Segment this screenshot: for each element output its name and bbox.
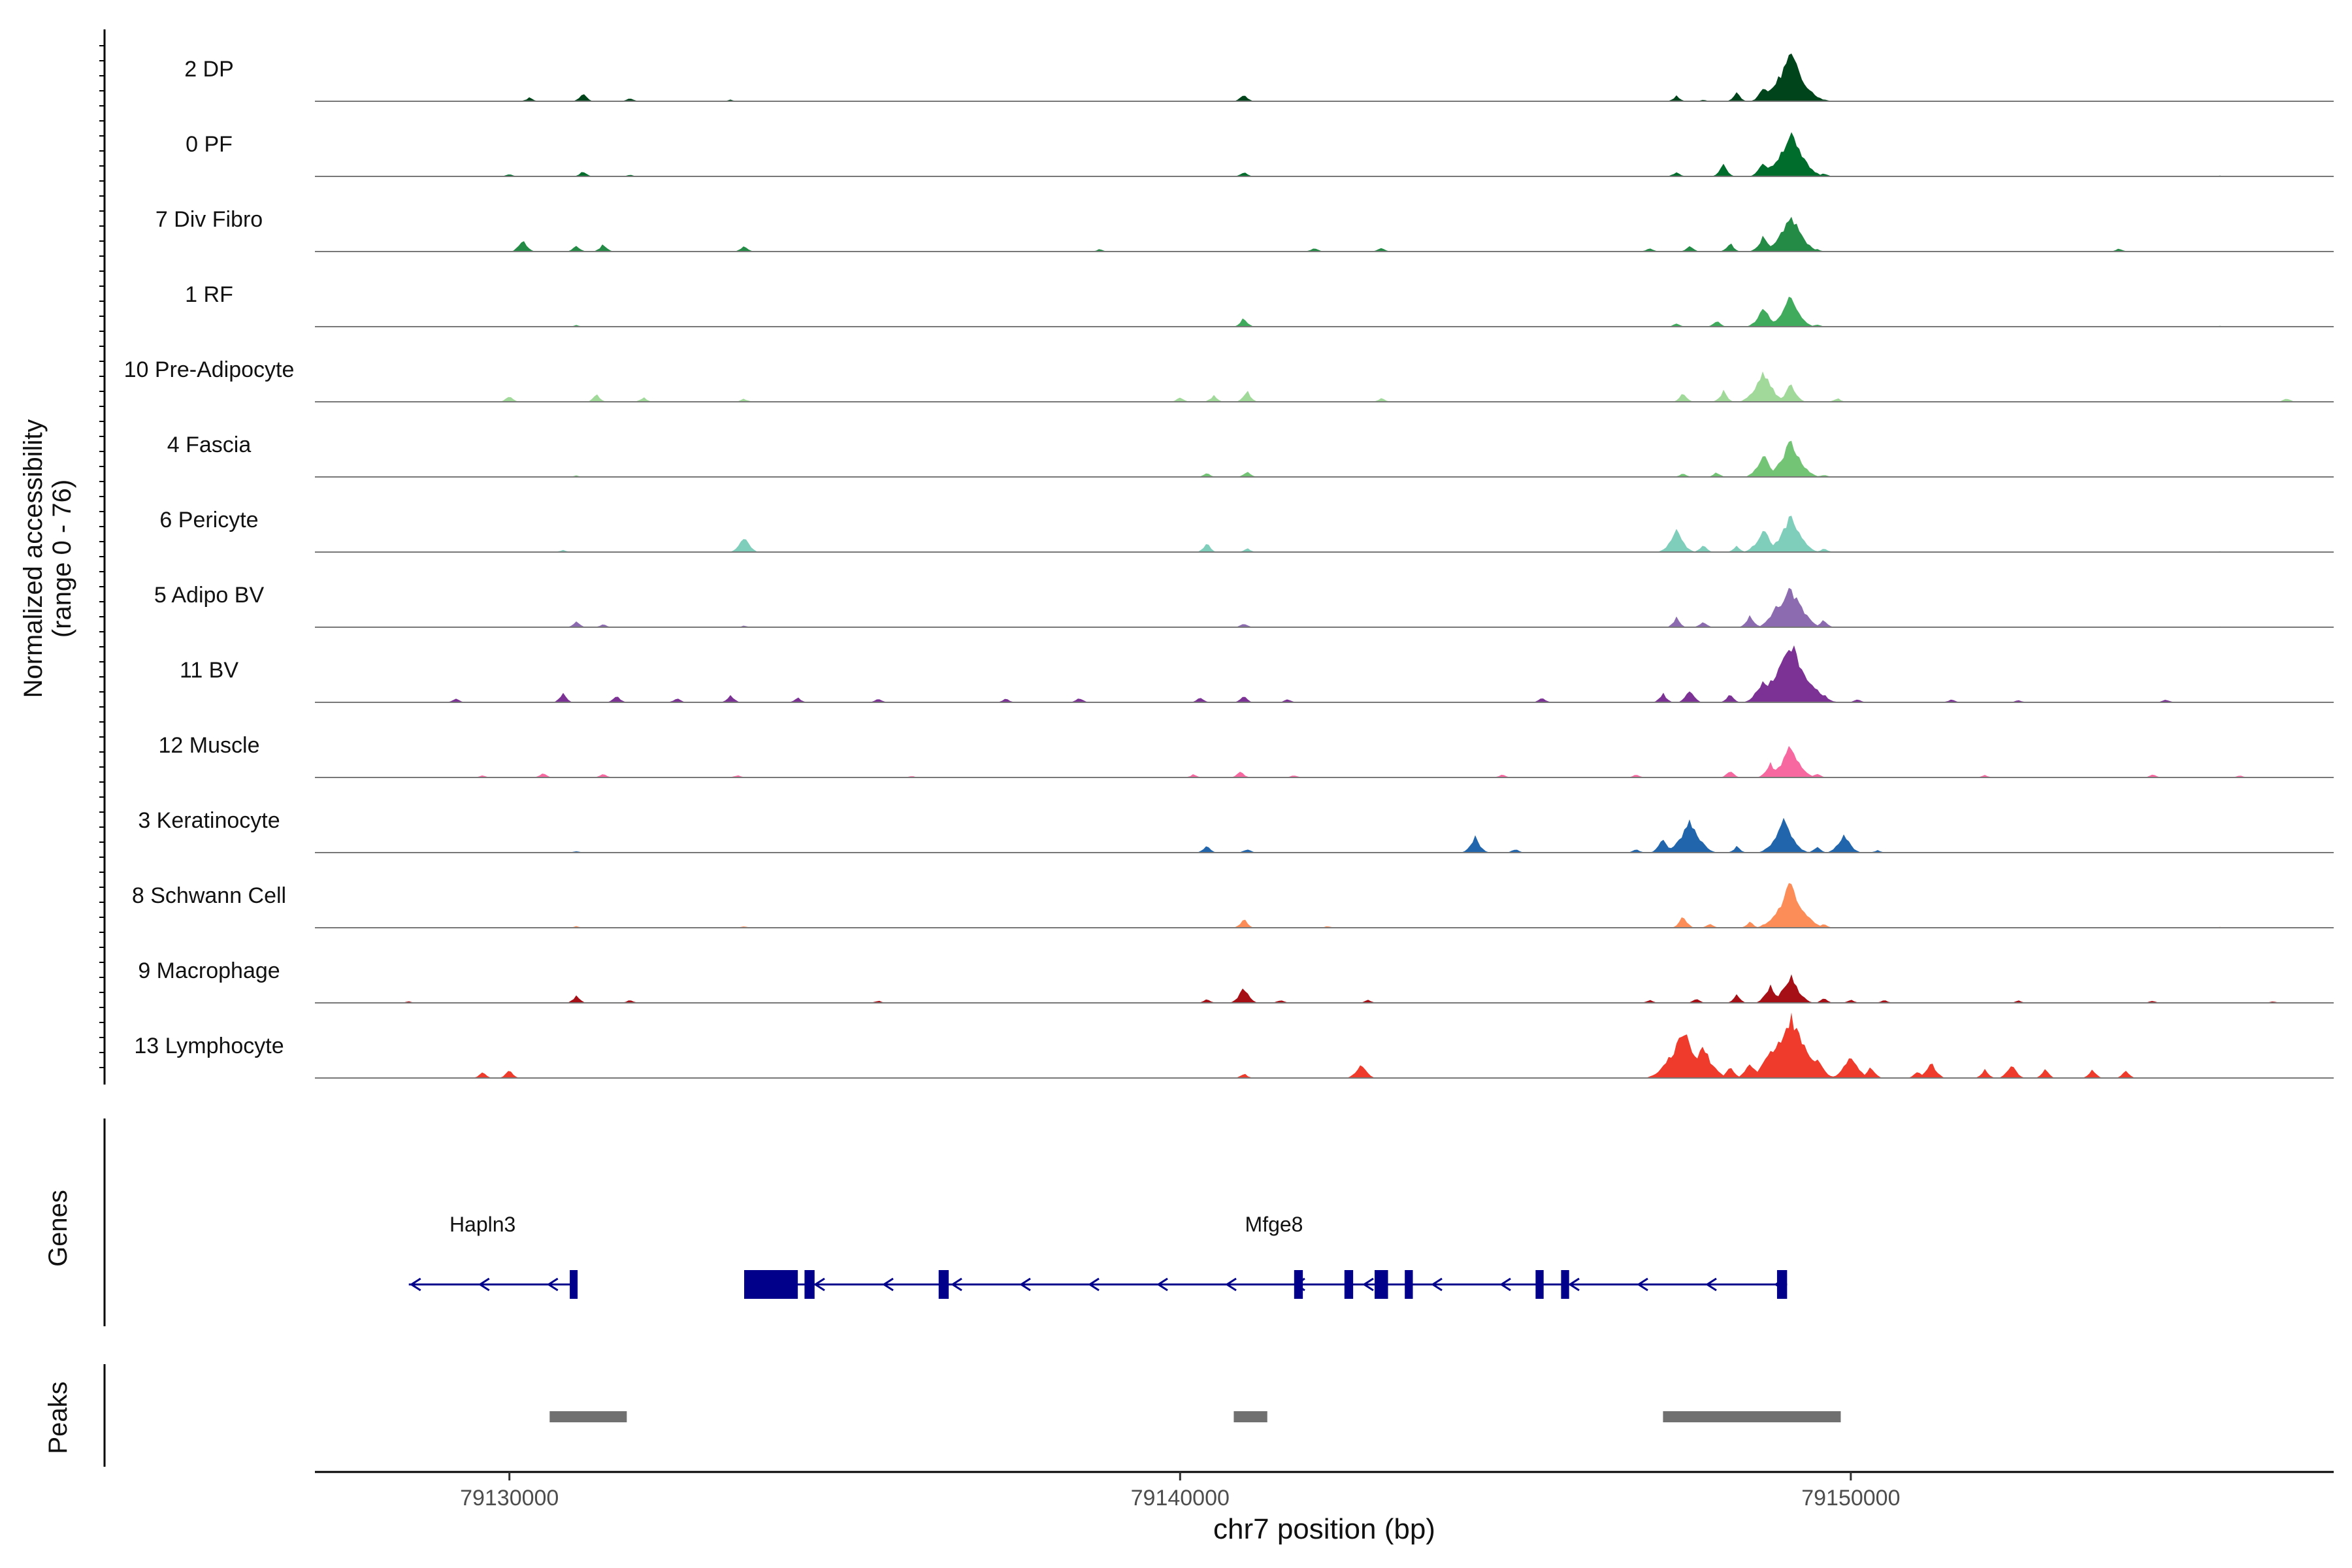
gene-mfge8: Mfge8 [744,1213,1788,1299]
x-tick-label: 79130000 [460,1486,559,1511]
x-axis-title: chr7 position (bp) [1213,1513,1435,1545]
exon [938,1270,949,1299]
genes-panel-title: Genes [44,1190,73,1267]
gene-label: Hapln3 [449,1213,515,1236]
exon [570,1270,578,1299]
exon [804,1270,815,1299]
track-label: 11 BV [180,658,238,683]
coverage-area [315,132,2335,176]
exon [1776,1270,1788,1299]
track-8-schwann-cell: 8 Schwann Cell [132,883,2335,928]
gene-hapln3: Hapln3 [408,1213,578,1299]
track-label: 0 PF [186,132,233,157]
track-label: 7 Div Fibro [155,207,263,232]
strand-arrow [1499,1277,1511,1292]
peak-region [549,1411,627,1422]
coverage-area [315,587,2335,627]
y-axis-title: Normalized accessibility (range 0 - 76) [19,419,76,698]
strand-arrow [1431,1277,1443,1292]
coverage-area [315,974,2335,1003]
track-label: 10 Pre-Adipocyte [124,357,295,382]
gene-annotation-track: Hapln3 Mfge8 [103,1119,1788,1326]
peaks-panel-title: Peaks [44,1381,73,1454]
strand-arrow [1637,1277,1648,1292]
track-label: 9 Macrophage [138,958,280,983]
exon [744,1270,798,1299]
strand-arrow [1362,1277,1374,1292]
track-label: 12 Muscle [159,733,260,758]
strand-arrow [478,1277,490,1292]
x-tick-label: 79140000 [1131,1486,1230,1511]
y-axis-title-line2: (range 0 - 76) [48,480,76,638]
coverage-area [315,745,2335,777]
strand-arrow [546,1277,559,1292]
strand-arrow [951,1277,962,1292]
strand-arrow [1088,1277,1100,1292]
track-5-adipo-bv: 5 Adipo BV [154,583,2335,628]
track-label: 1 RF [185,282,233,307]
peak-region [1663,1411,1841,1422]
track-0-pf: 0 PF [186,132,2335,177]
strand-arrow [1019,1277,1031,1292]
coverage-area [315,216,2335,252]
track-3-keratinocyte: 3 Keratinocyte [138,808,2335,853]
coverage-tracks: 2 DP 0 PF 7 Div Fibro 1 RF 10 Pre-Adipocyte 4… [99,29,2335,1085]
exon [1535,1270,1544,1299]
track-label: 4 Fascia [167,433,252,457]
track-11-bv: 11 BV [180,645,2335,703]
strand-arrow [1568,1277,1580,1292]
coverage-area [315,53,2335,101]
track-7-div-fibro: 7 Div Fibro [155,207,2335,252]
coverage-area [315,371,2335,402]
track-6-pericyte: 6 Pericyte [159,508,2335,553]
strand-arrow [1156,1277,1168,1292]
strand-arrow [813,1277,825,1292]
track-label: 8 Schwann Cell [132,883,286,908]
exon [1344,1270,1354,1299]
track-9-macrophage: 9 Macrophage [138,958,2335,1004]
exon [1294,1270,1303,1299]
track-label: 13 Lymphocyte [134,1034,284,1058]
exon [1405,1270,1413,1299]
coverage-area [315,1012,2335,1078]
strand-arrow [1705,1277,1717,1292]
track-12-muscle: 12 Muscle [159,733,2335,778]
track-13-lymphocyte: 13 Lymphocyte [134,1012,2335,1079]
exon [1561,1270,1569,1299]
y-axis-title-line1: Normalized accessibility [19,419,48,698]
track-label: 5 Adipo BV [154,583,265,608]
track-2-dp: 2 DP [184,53,2335,102]
x-axis: 79130000 79140000 79150000 [315,1471,2334,1511]
track-label: 6 Pericyte [159,508,258,532]
strand-arrow [409,1277,421,1292]
track-label: 3 Keratinocyte [138,808,280,833]
gene-label: Mfge8 [1245,1213,1303,1236]
strand-arrow [1225,1277,1237,1292]
track-label: 2 DP [184,57,234,82]
track-1-rf: 1 RF [185,282,2335,327]
track-4-fascia: 4 Fascia [167,433,2335,478]
coverage-area [315,297,2335,327]
coverage-area [315,645,2335,702]
coverage-area [315,440,2335,477]
coverage-area [315,515,2335,552]
peak-region [1233,1411,1267,1422]
x-tick-label: 79150000 [1801,1486,1900,1511]
strand-arrow [882,1277,894,1292]
exon [1374,1270,1388,1299]
coverage-area [315,817,2335,853]
peak-track [103,1364,1841,1467]
track-10-pre-adipocyte: 10 Pre-Adipocyte [124,357,2335,402]
coverage-area [315,883,2335,928]
